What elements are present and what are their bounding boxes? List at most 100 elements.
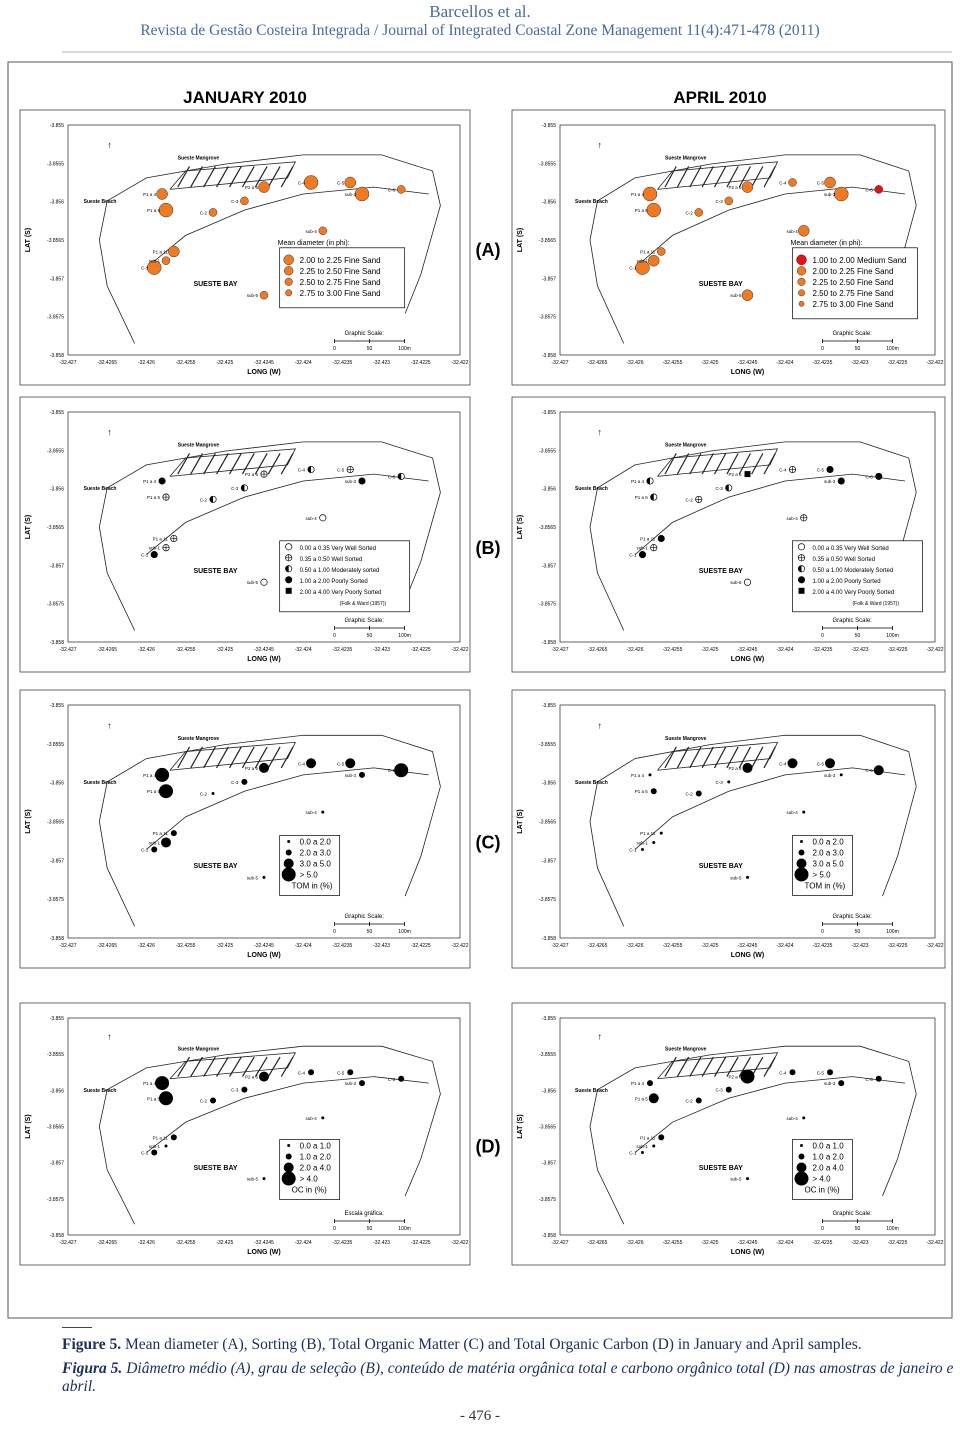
sample-marker: [283, 858, 294, 869]
mangrove-label: Sueste Mangrove: [665, 736, 707, 742]
station-label: C-1: [141, 1151, 149, 1156]
sample-marker: [161, 837, 171, 848]
mangrove-hatch: [713, 453, 727, 475]
x-tick-label: -32.427: [552, 360, 569, 366]
map-panel: -3.855 -3.8555 -3.856 -3.8565 -3.857 -3.8575 -…: [511, 689, 946, 969]
x-tick-label: -32.425: [216, 943, 233, 949]
scale-label: 50: [855, 633, 861, 639]
x-tick-label: -32.427: [60, 360, 77, 366]
mangrove-hatch: [216, 1056, 229, 1077]
figure: JANUARY 2010 APRIL 2010(A)-3.855-3.8555-3…: [7, 51, 953, 1319]
sample-marker: [159, 784, 173, 799]
x-tick-label: -32.4225: [888, 943, 908, 949]
coastline: [98, 734, 441, 927]
sample-marker: [359, 1080, 365, 1087]
y-tick-label: -3.857: [50, 858, 64, 864]
station-label: P1 a 11: [153, 537, 169, 542]
legend-box: [792, 540, 923, 613]
north-arrow: ↑: [598, 1032, 603, 1042]
station-label: sub-5: [730, 1177, 742, 1182]
mangrove-outline: [169, 448, 297, 477]
sample-marker: [285, 849, 292, 856]
scale-label: 0: [333, 633, 336, 639]
sample-marker: [161, 256, 171, 265]
plot-area: [67, 411, 461, 643]
legend-note: OC in (%): [292, 1186, 327, 1195]
station-label: sub-1: [149, 259, 161, 264]
caption-pt: Figura 5. Diâmetro médio (A), grau de se…: [62, 1360, 960, 1396]
x-tick-label: -32.425: [216, 647, 233, 653]
station-label: P1 a 11: [153, 831, 169, 836]
plot-area: [559, 411, 936, 643]
station-label: C-4: [298, 181, 306, 186]
caption-label: Figure 5.: [62, 1336, 122, 1353]
x-tick-label: -32.4245: [254, 1240, 274, 1246]
sample-marker-half: [650, 493, 654, 501]
x-tick-label: -32.427: [60, 647, 77, 653]
y-tick-label: -3.856: [542, 200, 556, 206]
mangrove-hatch: [763, 453, 776, 475]
station-label: C-1: [141, 266, 149, 271]
station-label: P1 a 4: [143, 479, 157, 484]
legend-box: [279, 247, 406, 309]
x-tick-label: -32.426: [138, 647, 155, 653]
legend-title: Mean diameter (in phi):: [278, 240, 350, 247]
mangrove-hatch: [726, 166, 739, 188]
scale-label: 0: [821, 1226, 824, 1232]
legend-label: 1.00 to 2.00 Medium Sand: [813, 256, 907, 265]
station-label: C-3: [231, 1088, 239, 1093]
legend-label: 2.50 to 2.75 Fine Sand: [300, 278, 381, 287]
sample-marker: [657, 247, 666, 256]
x-tick-label: -32.424: [777, 943, 794, 949]
beach-label: Sueste Beach: [84, 486, 117, 492]
station-label: C-3: [715, 199, 723, 204]
sample-marker: [642, 186, 658, 202]
sample-marker: [834, 186, 849, 202]
sample-marker: [641, 847, 644, 851]
north-arrow: ↑: [598, 427, 603, 437]
mangrove-hatch: [216, 453, 229, 475]
sample-marker: [151, 846, 158, 853]
mangrove-hatch: [267, 166, 281, 188]
beach-label: Sueste Beach: [575, 1088, 608, 1094]
scale-label: 50: [855, 929, 861, 935]
sample-marker: [746, 875, 749, 879]
legend-label: 1.0 a 2.0: [813, 1153, 845, 1162]
scale-label: 0: [821, 346, 824, 352]
station-label: C-6: [865, 474, 873, 479]
station-label: sub-5: [730, 875, 742, 880]
sample-marker: [694, 208, 703, 217]
y-axis-label: LAT (S): [25, 1114, 32, 1138]
station-label: P1 a 5: [635, 1096, 649, 1101]
y-tick-label: -3.857: [542, 1161, 556, 1167]
legend-label: > 4.0: [813, 1175, 832, 1184]
north-arrow: ↑: [598, 140, 603, 150]
map-panel: -3.855 -3.8555 -3.856 -3.8565 -3.857 -3.8575 -…: [19, 689, 471, 969]
sample-marker: [347, 1069, 354, 1076]
station-label: C-4: [779, 1070, 787, 1075]
station-label: sub-1: [636, 1144, 648, 1149]
legend-label: 0.50 a 1.00 Moderately sorted: [300, 568, 380, 574]
sample-marker: [798, 1153, 805, 1160]
y-tick-label: -3.858: [542, 640, 556, 646]
y-tick-label: -3.856: [50, 781, 64, 787]
map-panel: -3.855 -3.8555 -3.856 -3.8565 -3.857 -3.8575 -…: [19, 109, 471, 386]
panel-letter: (C): [476, 832, 501, 852]
station-label: C-1: [141, 847, 149, 852]
x-tick-label: -32.4225: [411, 943, 431, 949]
mangrove-hatch: [190, 453, 203, 475]
sample-marker: [659, 831, 663, 835]
station-label: C-2: [200, 210, 208, 215]
sample-marker: [802, 810, 806, 814]
y-tick-label: -3.8565: [539, 820, 556, 826]
x-axis-label: LONG (W): [247, 369, 280, 376]
x-tick-label: -32.422: [452, 360, 469, 366]
sample-marker: [210, 1097, 217, 1104]
mangrove-hatch: [177, 453, 191, 475]
north-arrow: ↑: [107, 427, 112, 437]
x-tick-label: -32.4255: [176, 943, 196, 949]
station-label: sub-3: [345, 773, 357, 778]
legend-label: 0.0 a 2.0: [813, 837, 845, 846]
legend-note: TOM in (%): [805, 881, 846, 890]
station-label: C-3: [715, 486, 723, 491]
